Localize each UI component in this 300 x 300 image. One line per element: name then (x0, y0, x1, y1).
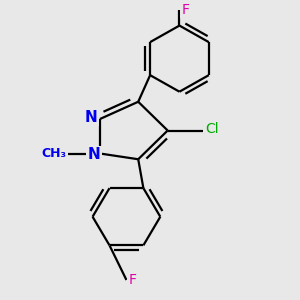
Text: Cl: Cl (205, 122, 219, 136)
Text: CH₃: CH₃ (42, 147, 67, 160)
Text: N: N (85, 110, 98, 125)
Text: N: N (88, 147, 100, 162)
Text: F: F (181, 3, 189, 17)
Text: F: F (128, 273, 136, 287)
